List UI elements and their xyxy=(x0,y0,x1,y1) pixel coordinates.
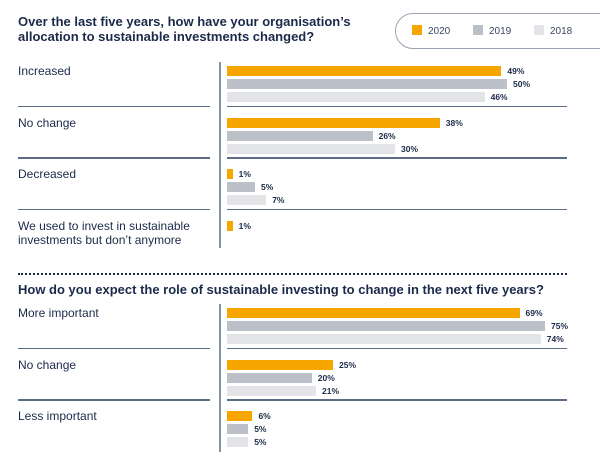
bar-2020 xyxy=(227,66,502,76)
value-label-2018: 74% xyxy=(546,334,564,344)
value-label-2018: 46% xyxy=(490,92,508,102)
category-label: More important xyxy=(18,306,99,320)
category-separator xyxy=(227,399,567,401)
value-label-2018: 5% xyxy=(254,437,267,447)
legend-item-2020: 2020 xyxy=(412,25,450,37)
value-label-2018: 21% xyxy=(322,385,340,396)
value-label-2020: 69% xyxy=(525,308,543,318)
value-label-2019: 75% xyxy=(551,321,569,331)
bar-2020 xyxy=(227,117,440,128)
bar-2018 xyxy=(227,92,485,102)
value-label-2019: 5% xyxy=(261,182,274,192)
value-label-2020: 1% xyxy=(238,220,251,231)
legend-label: 2019 xyxy=(489,26,512,37)
bar-2019 xyxy=(227,372,312,383)
category-label: No change xyxy=(18,115,77,130)
bar-2020 xyxy=(227,220,233,231)
value-label-2020: 38% xyxy=(445,117,463,128)
value-label-2018: 30% xyxy=(401,143,419,154)
category-label: We used to invest in sustainable investm… xyxy=(18,218,190,247)
category-label: Less important xyxy=(18,409,97,423)
category-separator xyxy=(18,347,210,349)
bar-2018 xyxy=(227,334,541,344)
section-divider xyxy=(18,273,567,275)
category-separator xyxy=(227,157,567,159)
category-separator xyxy=(18,105,210,107)
category-separator xyxy=(18,208,210,210)
bar-2020 xyxy=(227,169,233,179)
value-label-2019: 50% xyxy=(513,79,531,89)
axis-line xyxy=(219,304,221,452)
bar-2020 xyxy=(227,308,520,318)
legend-label: 2018 xyxy=(550,26,573,37)
value-label-2020: 1% xyxy=(238,169,251,179)
bar-2019 xyxy=(227,321,545,331)
value-label-2020: 6% xyxy=(258,411,271,421)
value-label-2019: 5% xyxy=(254,424,267,434)
category-separator xyxy=(18,157,210,159)
legend-item-2019: 2019 xyxy=(473,25,511,37)
category-label: Decreased xyxy=(18,167,77,181)
axis-line xyxy=(219,62,221,248)
legend-swatch xyxy=(412,25,422,35)
category-separator xyxy=(18,399,210,401)
value-label-2020: 49% xyxy=(507,66,525,76)
value-label-2019: 26% xyxy=(378,130,396,141)
legend-label: 2020 xyxy=(428,26,451,37)
bar-2018 xyxy=(227,437,249,447)
legend-swatch xyxy=(473,25,483,35)
category-separator xyxy=(227,208,567,210)
value-label-2019: 20% xyxy=(317,372,335,383)
bar-2019 xyxy=(227,79,507,89)
bar-2019 xyxy=(227,130,373,141)
bar-2019 xyxy=(227,424,249,434)
legend-item-2018: 2018 xyxy=(534,25,572,37)
bar-2018 xyxy=(227,143,395,154)
bar-2020 xyxy=(227,359,333,370)
chart1-title: Over the last five years, how have your … xyxy=(18,14,351,44)
bar-2019 xyxy=(227,182,255,192)
legend-swatch xyxy=(534,25,544,35)
value-label-2018: 7% xyxy=(272,195,285,205)
category-label: No change xyxy=(18,357,77,372)
category-label: Increased xyxy=(18,64,71,78)
bar-2018 xyxy=(227,385,317,396)
chart2-title: How do you expect the role of sustainabl… xyxy=(18,282,544,297)
category-separator xyxy=(227,105,567,107)
bar-2018 xyxy=(227,195,267,205)
bar-2020 xyxy=(227,411,253,421)
legend: 2020 2019 2018 xyxy=(395,13,600,49)
category-separator xyxy=(227,347,567,349)
value-label-2020: 25% xyxy=(339,359,357,370)
